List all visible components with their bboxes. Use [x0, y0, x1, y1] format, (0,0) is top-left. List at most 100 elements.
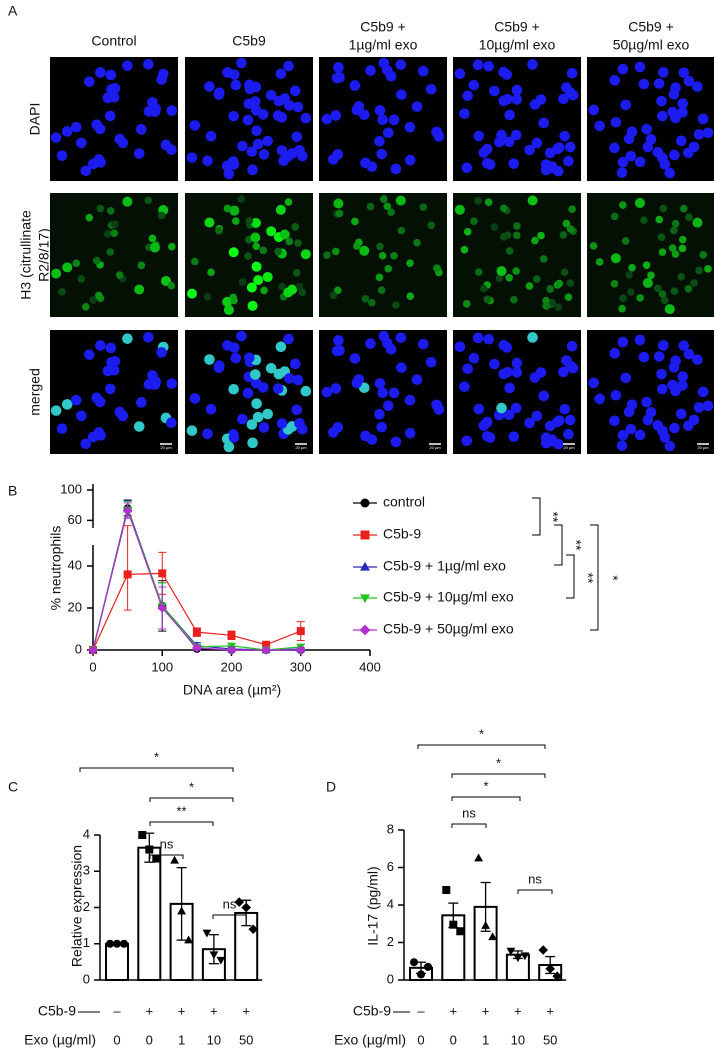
- nucleus: [134, 284, 145, 295]
- nucleus: [508, 431, 520, 442]
- nucleus: [244, 252, 252, 260]
- nucleus: [61, 126, 73, 137]
- panel-letter: A: [8, 3, 18, 19]
- nucleus: [459, 108, 470, 119]
- nucleus: [527, 332, 538, 343]
- nucleus: [285, 237, 294, 246]
- significance-bracket: [554, 524, 563, 566]
- nucleus: [641, 123, 652, 135]
- nucleus: [215, 226, 223, 235]
- nucleus: [511, 94, 523, 105]
- nucleus: [566, 279, 575, 287]
- nucleus: [678, 67, 690, 78]
- nucleus: [228, 159, 240, 170]
- nucleus: [498, 66, 509, 78]
- nucleus: [652, 419, 664, 431]
- nucleus: [147, 97, 158, 108]
- nucleus: [425, 357, 437, 368]
- nucleus: [658, 290, 667, 298]
- nucleus: [291, 131, 303, 143]
- treatment-label: +: [546, 1003, 554, 1018]
- nucleus: [478, 420, 490, 431]
- y-tick-label: 2: [387, 934, 394, 949]
- nucleus: [670, 82, 681, 94]
- nucleus: [677, 371, 689, 382]
- nucleus: [204, 217, 215, 228]
- nucleus: [697, 113, 709, 125]
- treatment-label: +: [242, 1003, 250, 1018]
- nucleus: [298, 288, 307, 297]
- nucleus: [472, 59, 484, 71]
- nucleus: [552, 438, 564, 450]
- panel-letter: C: [8, 779, 18, 795]
- scale-bar-label: 20 µm: [563, 445, 575, 450]
- nucleus: [561, 355, 572, 366]
- nucleus: [186, 425, 198, 436]
- nucleus: [292, 101, 304, 113]
- nucleus: [503, 136, 515, 148]
- data-point: [177, 906, 186, 915]
- treatment-label: +: [514, 1003, 522, 1018]
- nucleus: [382, 337, 393, 349]
- nucleus: [351, 104, 363, 116]
- nucleus: [368, 298, 376, 307]
- nucleus: [671, 250, 680, 258]
- nucleus: [106, 207, 115, 215]
- nucleus: [589, 242, 598, 250]
- data-point: [545, 963, 555, 974]
- nucleus: [504, 109, 515, 121]
- nucleus: [693, 402, 705, 413]
- nucleus: [623, 133, 635, 145]
- nucleus: [617, 336, 629, 348]
- nucleus: [431, 127, 443, 138]
- nucleus: [328, 427, 339, 438]
- significance-bracket: [532, 497, 541, 536]
- nucleus: [202, 428, 213, 440]
- significance-bracket: [590, 524, 599, 631]
- nucleus: [135, 124, 147, 135]
- nucleus: [147, 370, 158, 381]
- nucleus: [656, 368, 667, 380]
- x-tick-label: 200: [221, 659, 243, 674]
- nucleus: [658, 340, 669, 351]
- nucleus: [323, 251, 331, 259]
- nucleus: [657, 110, 668, 122]
- row-label: H3 (citrullinate: [18, 210, 34, 300]
- nucleus: [610, 389, 622, 401]
- nucleus: [137, 261, 146, 270]
- x-tick-label: 50: [543, 1032, 557, 1047]
- nucleus: [223, 168, 235, 180]
- data-point: [120, 939, 128, 948]
- nucleus: [620, 372, 632, 384]
- nucleus: [246, 419, 258, 430]
- nucleus: [374, 135, 385, 147]
- nucleus: [360, 430, 371, 442]
- nucleus: [670, 355, 681, 367]
- nucleus: [202, 155, 213, 167]
- nucleus: [641, 396, 652, 408]
- nucleus: [50, 405, 62, 416]
- y-tick-label: 100: [60, 481, 82, 496]
- nucleus: [58, 287, 66, 296]
- data-point: [122, 505, 133, 516]
- data-point: [417, 970, 425, 979]
- nucleus: [295, 282, 304, 291]
- treatment-label: +: [178, 1003, 186, 1018]
- nucleus: [531, 410, 543, 422]
- nucleus: [377, 286, 386, 294]
- x-tick-label: 10: [207, 1032, 221, 1047]
- nucleus: [618, 304, 626, 313]
- nucleus: [104, 383, 116, 395]
- data-point: [410, 958, 418, 967]
- micrograph: [319, 193, 447, 317]
- data-point: [488, 932, 497, 941]
- nucleus: [228, 110, 239, 122]
- y-axis-label: % neutrophils: [48, 526, 64, 611]
- nucleus: [625, 423, 637, 435]
- nucleus: [56, 423, 68, 434]
- column-header: C5b9: [232, 33, 266, 49]
- nucleus: [70, 121, 82, 133]
- nucleus: [284, 100, 295, 111]
- legend-marker: [360, 498, 370, 508]
- nucleus: [670, 226, 678, 235]
